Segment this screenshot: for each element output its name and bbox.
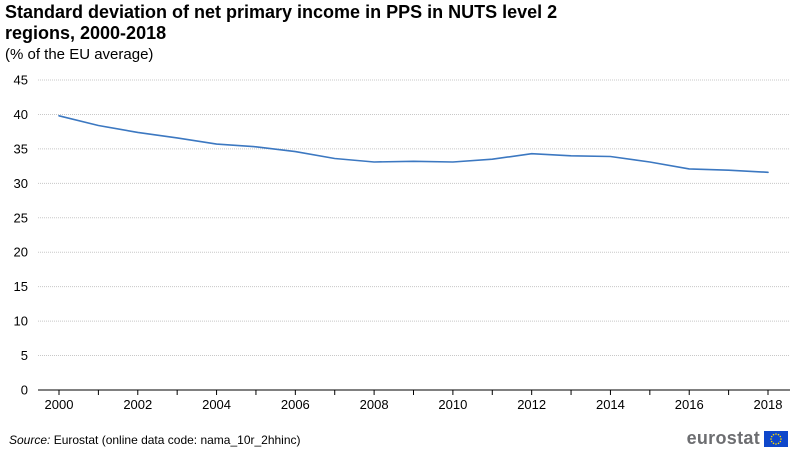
x-tick-label: 2002 bbox=[123, 397, 152, 412]
x-axis-labels: 2000 2002 2004 2006 2008 2010 2012 2014 2016 2018 bbox=[45, 397, 783, 412]
x-axis-ticks bbox=[58, 390, 769, 395]
source-note: Source: Eurostat (online data code: nama… bbox=[9, 433, 301, 447]
series-group bbox=[58, 115, 769, 174]
x-tick-label: 2010 bbox=[438, 397, 467, 412]
y-tick-label: 30 bbox=[14, 176, 28, 191]
x-tick-label: 2014 bbox=[596, 397, 625, 412]
flag-star bbox=[772, 433, 775, 435]
y-tick-label: 25 bbox=[14, 210, 28, 225]
flag-star bbox=[775, 442, 777, 445]
y-tick-label: 10 bbox=[14, 314, 28, 329]
y-axis-labels: 0 5 10 15 20 25 30 35 40 45 bbox=[14, 73, 28, 398]
chart-title: Standard deviation of net primary income… bbox=[5, 2, 558, 43]
gridlines bbox=[38, 79, 790, 357]
y-tick-label: 20 bbox=[14, 245, 28, 260]
series-line bbox=[58, 115, 769, 174]
flag-field bbox=[764, 430, 788, 447]
source-label: Source: bbox=[9, 433, 51, 447]
flag-star bbox=[780, 437, 782, 440]
flag-star bbox=[770, 435, 773, 437]
y-tick-label: 5 bbox=[21, 348, 28, 363]
source-text: Eurostat (online data code: nama_10r_2hh… bbox=[50, 433, 301, 447]
flag-star bbox=[775, 432, 777, 435]
logo-text: eurostat bbox=[686, 428, 760, 448]
flag-star bbox=[779, 435, 782, 437]
x-tick-label: 2016 bbox=[675, 397, 704, 412]
flag-star bbox=[779, 440, 782, 442]
flag-star bbox=[770, 440, 773, 442]
flag-star bbox=[777, 442, 780, 444]
x-tick-label: 2004 bbox=[202, 397, 231, 412]
x-tick-label: 2008 bbox=[360, 397, 389, 412]
eurostat-logo: eurostat bbox=[687, 428, 788, 449]
flag-star bbox=[770, 437, 772, 440]
flag-star bbox=[772, 442, 775, 444]
x-tick-label: 2018 bbox=[754, 397, 783, 412]
y-tick-label: 45 bbox=[14, 73, 28, 88]
x-tick-label: 2012 bbox=[517, 397, 546, 412]
eu-flag-icon bbox=[764, 430, 788, 447]
flag-star bbox=[777, 433, 780, 435]
x-tick-label: 2000 bbox=[45, 397, 74, 412]
y-tick-label: 40 bbox=[14, 107, 28, 122]
x-tick-label: 2006 bbox=[281, 397, 310, 412]
y-tick-label: 0 bbox=[21, 383, 28, 398]
y-tick-label: 35 bbox=[14, 141, 28, 156]
y-tick-label: 15 bbox=[14, 279, 28, 294]
chart-subtitle: (% of the EU average) bbox=[5, 46, 154, 63]
